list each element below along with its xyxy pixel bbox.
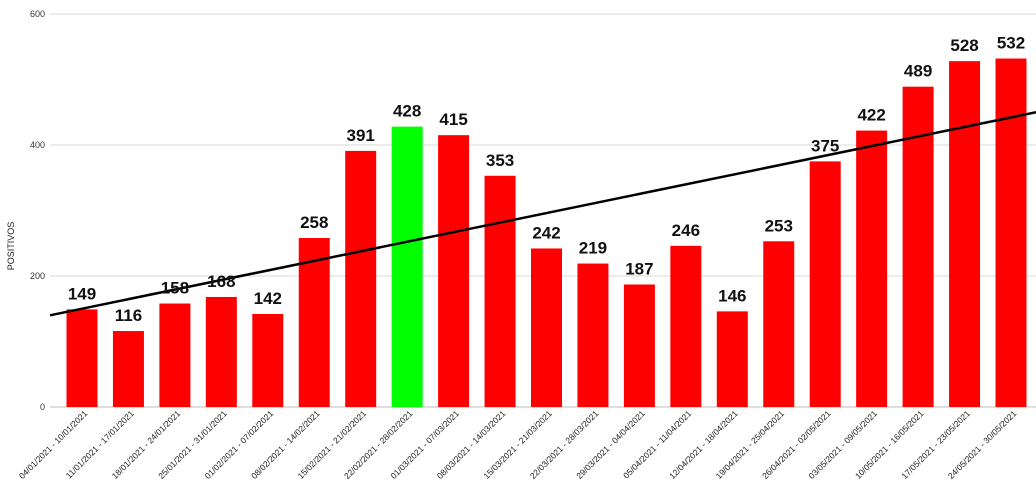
data-labels: 149 116 158 168 142 258 391 428 415 353 242 219 187 2… xyxy=(68,34,1025,325)
data-label: 242 xyxy=(532,223,560,242)
bar xyxy=(531,248,562,407)
data-label: 142 xyxy=(254,289,282,308)
bar xyxy=(438,135,470,408)
data-label: 158 xyxy=(161,279,189,298)
bar xyxy=(995,58,1027,407)
y-tick-label: 400 xyxy=(30,140,45,150)
y-axis-title: POSITIVOS xyxy=(6,222,16,271)
data-label: 149 xyxy=(68,284,96,303)
trendline-layer xyxy=(49,111,1036,317)
bar xyxy=(484,175,516,407)
data-label: 219 xyxy=(579,239,607,258)
bar xyxy=(345,150,377,407)
bar xyxy=(252,313,284,407)
data-label: 246 xyxy=(672,221,700,240)
bar xyxy=(66,309,98,407)
data-label: 428 xyxy=(393,102,421,121)
data-label: 375 xyxy=(811,136,839,155)
bar xyxy=(577,263,609,407)
data-label: 253 xyxy=(765,216,793,235)
data-label: 489 xyxy=(904,62,932,81)
bar xyxy=(763,241,795,407)
y-tick-label: 0 xyxy=(40,402,45,412)
bar xyxy=(902,86,934,407)
bar xyxy=(856,130,888,407)
data-label: 532 xyxy=(997,34,1025,53)
bar xyxy=(949,61,981,407)
y-tick-label: 200 xyxy=(30,271,45,281)
trendline xyxy=(49,111,1036,317)
data-label: 116 xyxy=(115,306,142,325)
data-label: 146 xyxy=(718,286,746,305)
data-label: 258 xyxy=(300,213,328,232)
data-label: 528 xyxy=(950,36,978,55)
bar xyxy=(159,303,191,407)
bars xyxy=(66,58,1027,408)
bar xyxy=(623,284,655,407)
bar xyxy=(809,161,841,407)
data-label: 353 xyxy=(486,151,514,170)
data-label: 391 xyxy=(347,126,375,145)
y-tick-labels: 0 200 400 600 xyxy=(30,9,45,412)
bar xyxy=(391,126,423,407)
y-tick-label: 600 xyxy=(30,9,45,19)
bar xyxy=(670,245,702,407)
data-label: 415 xyxy=(439,110,467,129)
bar xyxy=(716,311,748,407)
bar xyxy=(298,238,330,407)
bar xyxy=(205,296,237,407)
data-label: 187 xyxy=(625,260,653,279)
bar xyxy=(112,331,144,407)
data-label: 168 xyxy=(207,272,235,291)
data-label: 422 xyxy=(857,106,885,125)
